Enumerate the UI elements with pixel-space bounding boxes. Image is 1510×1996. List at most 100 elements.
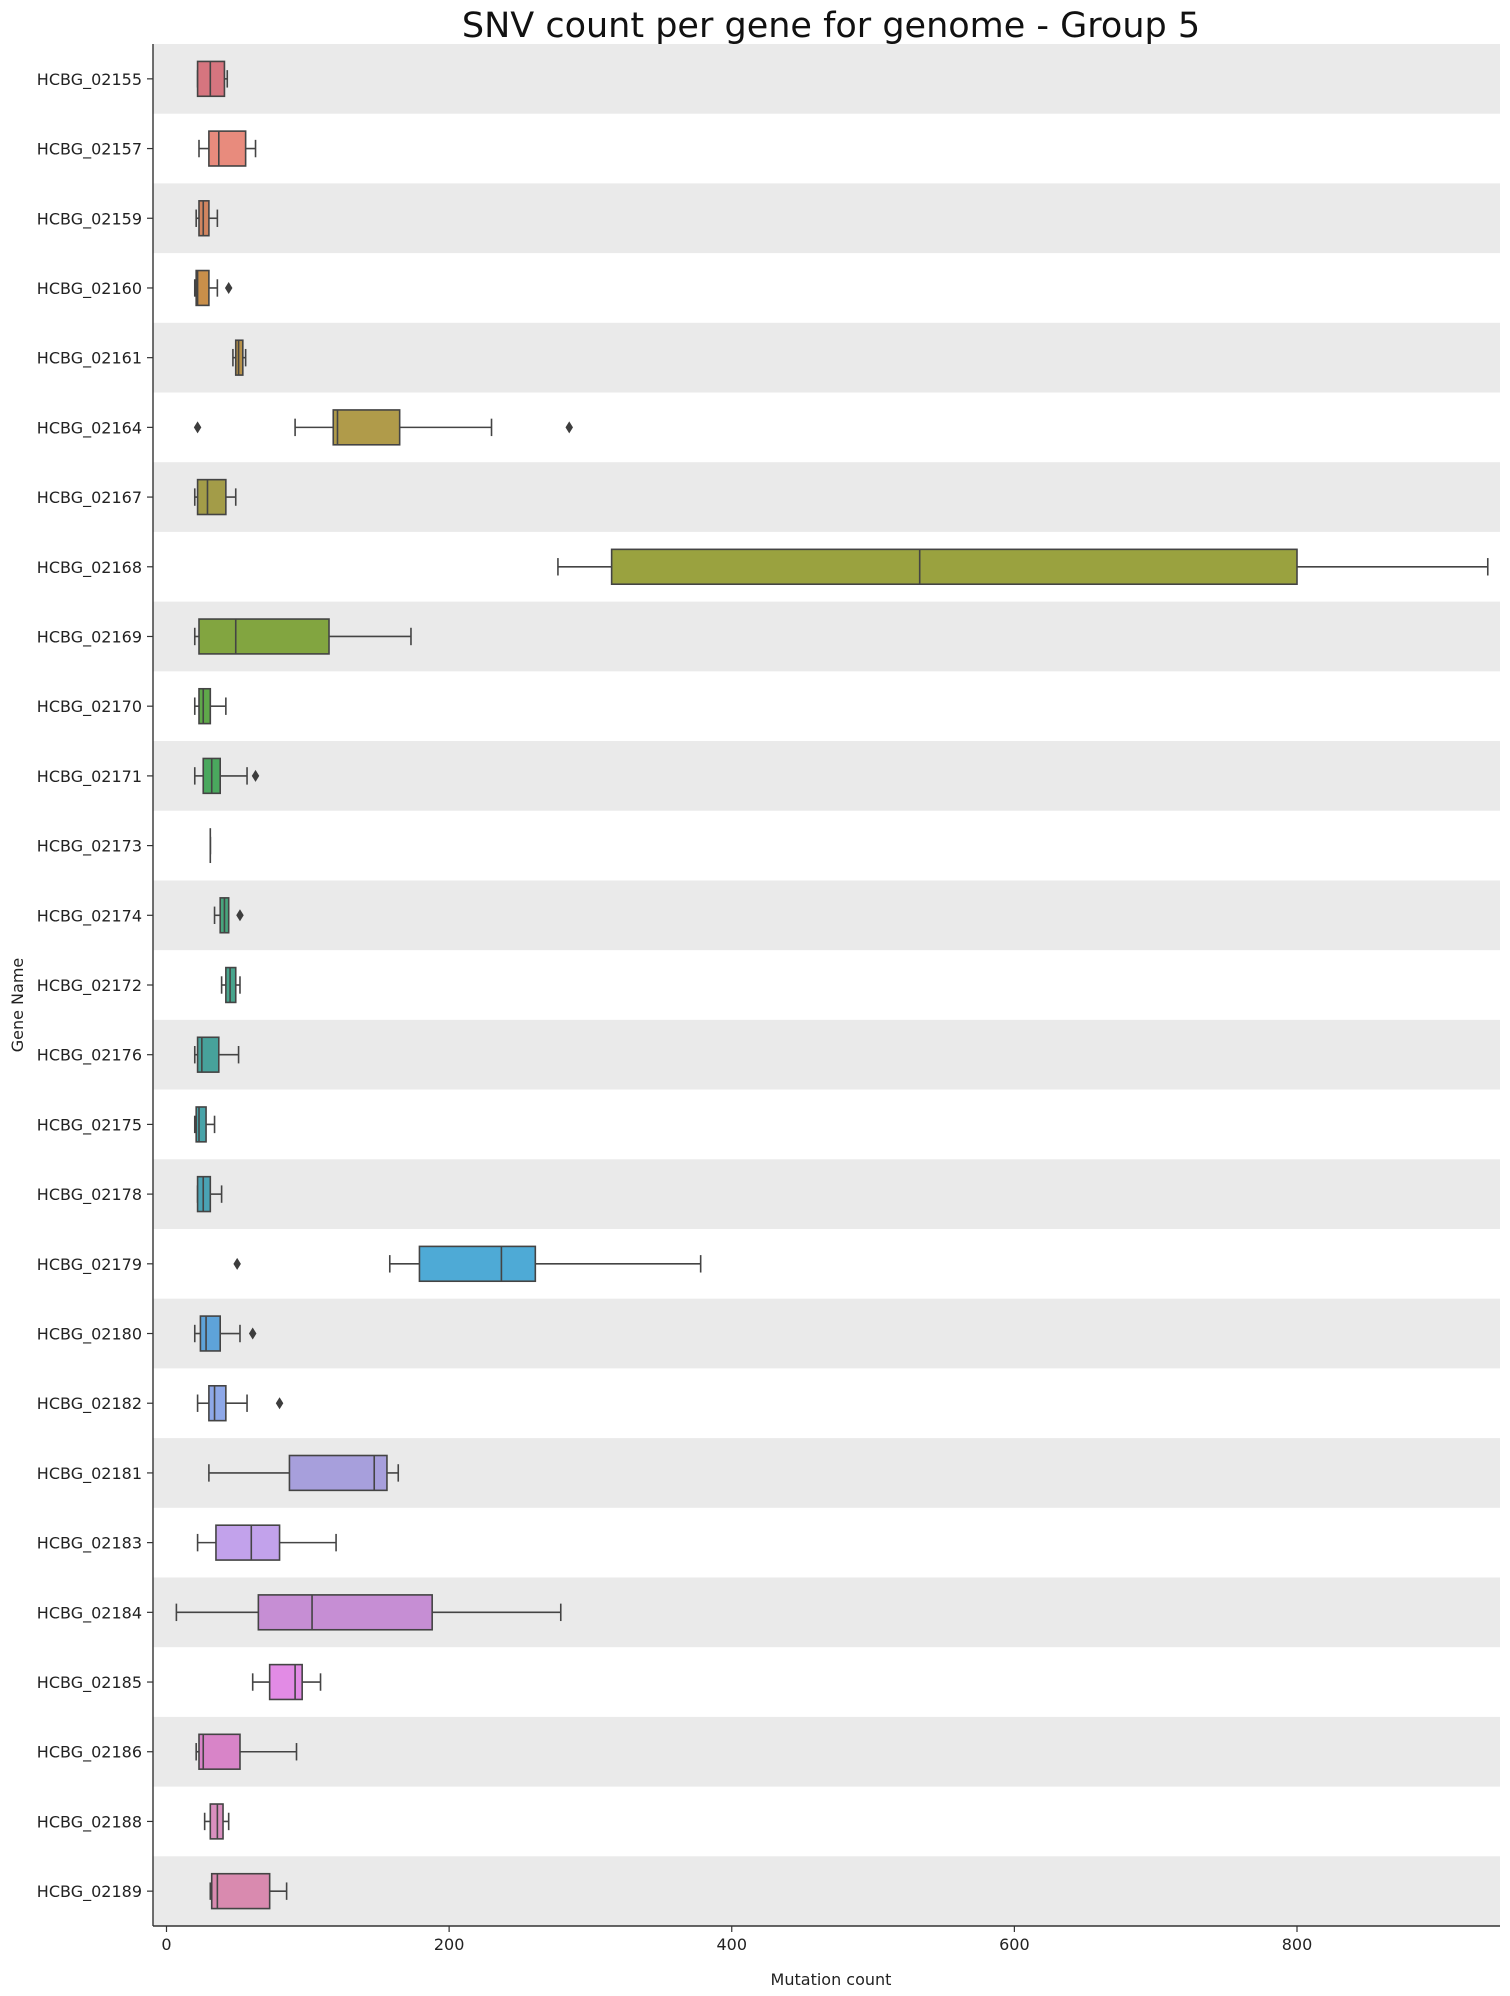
- box-HCBG_02170: [193, 687, 227, 725]
- y-tick-label-HCBG_02186: HCBG_02186: [37, 1743, 142, 1763]
- y-tick-label-HCBG_02161: HCBG_02161: [37, 349, 142, 369]
- y-tick-label-HCBG_02173: HCBG_02173: [37, 837, 142, 857]
- row-bands: [153, 44, 1500, 1926]
- y-tick-label-HCBG_02170: HCBG_02170: [37, 697, 142, 717]
- box-HCBG_02164: [193, 409, 573, 446]
- row-band-HCBG_02178: [153, 1159, 1500, 1229]
- y-tick-label-HCBG_02164: HCBG_02164: [37, 418, 142, 438]
- y-tick-label-HCBG_02160: HCBG_02160: [37, 279, 142, 299]
- row-band-HCBG_02180: [153, 1298, 1500, 1369]
- row-band-HCBG_02186: [153, 1716, 1500, 1787]
- y-tick-label-HCBG_02179: HCBG_02179: [37, 1255, 142, 1275]
- outlier-HCBG_02164-1: [565, 421, 573, 434]
- box-HCBG_02174: [213, 897, 244, 934]
- y-tick-label-HCBG_02180: HCBG_02180: [37, 1325, 142, 1345]
- box-HCBG_02180: [193, 1315, 257, 1352]
- chart-title: SNV count per gene for genome - Group 5: [462, 6, 1200, 46]
- iqr-box-HCBG_02182: [208, 1384, 227, 1422]
- iqr-box-HCBG_02164: [332, 409, 401, 446]
- box-HCBG_02189: [209, 1872, 288, 1910]
- y-tick-label-HCBG_02175: HCBG_02175: [37, 1115, 142, 1135]
- x-axis-ticks: 0 200 400 600 800: [161, 1926, 1312, 1954]
- box-HCBG_02169: [193, 618, 412, 655]
- x-tick-label-400: 400: [716, 1935, 747, 1954]
- x-tick-label-0: 0: [161, 1935, 171, 1954]
- y-axis-ticks: HCBG_02155 HCBG_02157 HCBG_02159 HCBG_02160…: [37, 70, 153, 1902]
- iqr-box-HCBG_02180: [199, 1315, 221, 1352]
- iqr-box-HCBG_02186: [198, 1733, 241, 1770]
- iqr-box-HCBG_02167: [196, 478, 227, 516]
- iqr-box-HCBG_02157: [208, 130, 247, 167]
- y-tick-label-HCBG_02176: HCBG_02176: [37, 1046, 142, 1066]
- box-HCBG_02159: [195, 200, 219, 237]
- row-band-HCBG_02189: [153, 1856, 1500, 1926]
- box-HCBG_02160: [193, 269, 233, 307]
- iqr-box-HCBG_02175: [195, 1106, 207, 1143]
- iqr-box-HCBG_02160: [195, 269, 210, 307]
- y-tick-label-HCBG_02185: HCBG_02185: [37, 1673, 142, 1693]
- y-tick-label-HCBG_02188: HCBG_02188: [37, 1812, 142, 1832]
- y-tick-label-HCBG_02181: HCBG_02181: [37, 1464, 142, 1484]
- box-HCBG_02184: [175, 1594, 562, 1631]
- box-HCBG_02176: [193, 1036, 240, 1073]
- iqr-box-HCBG_02170: [198, 687, 212, 725]
- box-HCBG_02167: [193, 478, 237, 516]
- iqr-box-HCBG_02168: [610, 548, 1298, 586]
- row-band-HCBG_02159: [153, 183, 1500, 254]
- y-tick-label-HCBG_02157: HCBG_02157: [37, 140, 142, 160]
- box-HCBG_02171: [193, 757, 260, 795]
- box-HCBG_02172: [220, 966, 241, 1004]
- iqr-box-HCBG_02181: [288, 1454, 388, 1492]
- y-tick-label-HCBG_02189: HCBG_02189: [37, 1882, 142, 1902]
- outlier-HCBG_02171-0: [251, 769, 260, 782]
- iqr-box-HCBG_02185: [268, 1663, 303, 1701]
- y-tick-label-HCBG_02159: HCBG_02159: [37, 209, 142, 229]
- x-tick-label-800: 800: [1282, 1935, 1313, 1954]
- y-tick-label-HCBG_02167: HCBG_02167: [37, 488, 142, 508]
- y-tick-label-HCBG_02182: HCBG_02182: [37, 1394, 142, 1414]
- outlier-HCBG_02164-0: [193, 421, 202, 434]
- y-tick-label-HCBG_02171: HCBG_02171: [37, 767, 142, 787]
- y-tick-label-HCBG_02172: HCBG_02172: [37, 976, 142, 996]
- box-HCBG_02157: [198, 130, 257, 167]
- outlier-HCBG_02182-0: [275, 1397, 284, 1410]
- outlier-HCBG_02174-0: [236, 909, 244, 922]
- y-tick-label-HCBG_02178: HCBG_02178: [37, 1185, 142, 1205]
- x-axis-label: Mutation count: [771, 1970, 892, 1989]
- y-tick-label-HCBG_02183: HCBG_02183: [37, 1534, 142, 1554]
- box-HCBG_02188: [203, 1803, 230, 1840]
- box-HCBG_02161: [232, 339, 247, 376]
- box-HCBG_02186: [195, 1733, 298, 1770]
- iqr-box-HCBG_02189: [210, 1872, 271, 1910]
- box-HCBG_02181: [208, 1454, 400, 1492]
- y-tick-label-HCBG_02168: HCBG_02168: [37, 558, 142, 578]
- y-axis-label: Gene Name: [8, 958, 27, 1053]
- box-HCBG_02168: [557, 548, 1489, 586]
- outlier-HCBG_02179-0: [233, 1257, 241, 1270]
- box-series: [175, 60, 1489, 1910]
- row-band-HCBG_02167: [153, 462, 1500, 532]
- row-band-HCBG_02161: [153, 322, 1500, 393]
- x-tick-label-600: 600: [999, 1935, 1030, 1954]
- box-HCBG_02178: [196, 1175, 223, 1213]
- iqr-box-HCBG_02179: [418, 1245, 537, 1283]
- row-band-HCBG_02155: [153, 44, 1500, 114]
- iqr-box-HCBG_02183: [215, 1524, 281, 1561]
- row-band-HCBG_02176: [153, 1019, 1500, 1090]
- iqr-box-HCBG_02184: [257, 1594, 433, 1631]
- y-tick-label-HCBG_02169: HCBG_02169: [37, 627, 142, 647]
- y-tick-label-HCBG_02155: HCBG_02155: [37, 70, 142, 90]
- x-tick-label-200: 200: [434, 1935, 465, 1954]
- box-HCBG_02183: [196, 1524, 337, 1561]
- row-band-HCBG_02174: [153, 880, 1500, 951]
- box-HCBG_02179: [233, 1245, 702, 1283]
- y-tick-label-HCBG_02184: HCBG_02184: [37, 1603, 142, 1623]
- y-tick-label-HCBG_02174: HCBG_02174: [37, 906, 142, 926]
- iqr-box-HCBG_02169: [198, 618, 330, 655]
- row-band-HCBG_02171: [153, 741, 1500, 811]
- box-HCBG_02155: [196, 60, 229, 98]
- box-HCBG_02185: [251, 1663, 322, 1701]
- outlier-HCBG_02180-0: [248, 1327, 257, 1340]
- box-HCBG_02182: [196, 1384, 284, 1422]
